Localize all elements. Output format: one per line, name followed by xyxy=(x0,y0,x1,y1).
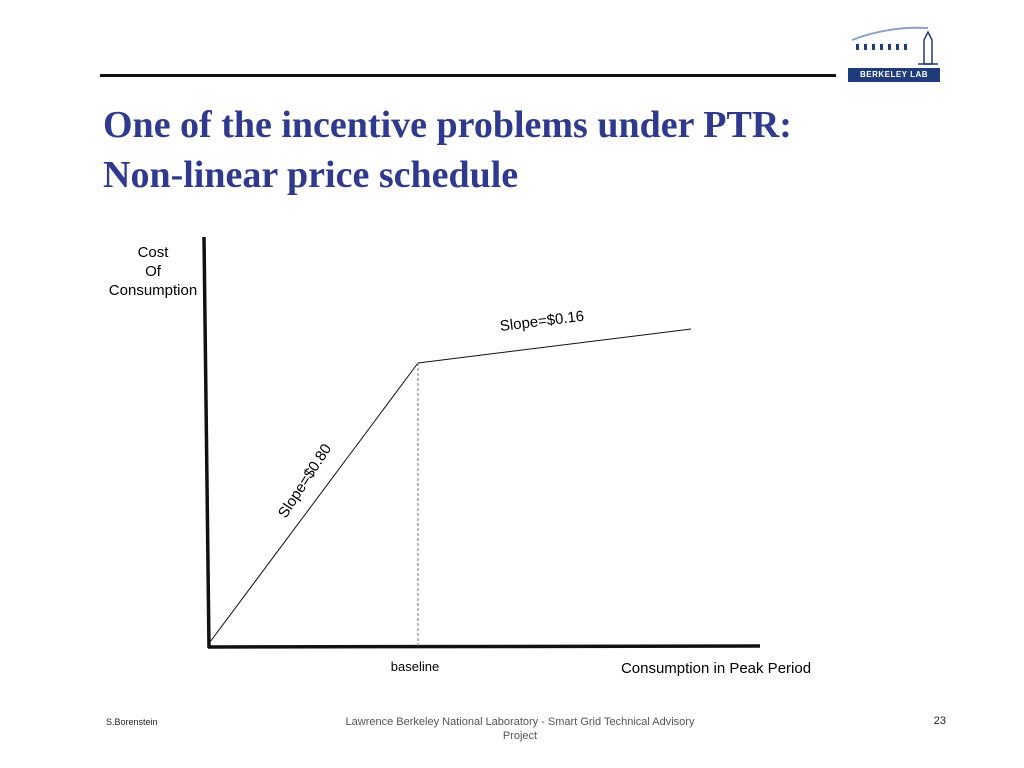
y-axis-label-line: Cost xyxy=(137,244,169,261)
y-axis-label-line: Of xyxy=(145,263,161,280)
flat-segment xyxy=(417,328,692,364)
x-axis-label: Consumption in Peak Period xyxy=(620,660,812,677)
page-number: 23 xyxy=(933,715,946,727)
title-line-1: One of the incentive problems under PTR: xyxy=(103,104,792,146)
header-rule xyxy=(100,74,836,77)
footer-author: S.Borenstein xyxy=(106,717,158,727)
y-axis-label-line: Consumption xyxy=(108,282,198,299)
footer-organization: Lawrence Berkeley National Laboratory - … xyxy=(320,715,720,743)
berkeley-lab-logo-icon xyxy=(851,26,938,65)
footer-line-2: Project xyxy=(502,730,538,742)
footer-line-1: Lawrence Berkeley National Laboratory - … xyxy=(345,716,695,728)
baseline-label: baseline xyxy=(390,659,440,674)
y-axis xyxy=(202,236,211,649)
steep-segment xyxy=(209,362,419,643)
slide-title: One of the incentive problems under PTR:… xyxy=(103,100,923,200)
berkeley-lab-logo: BERKELEY LAB xyxy=(848,18,946,86)
title-line-2: Non-linear price schedule xyxy=(103,154,519,196)
y-axis-label: Cost Of Consumption xyxy=(96,243,210,300)
logo-text: BERKELEY LAB xyxy=(848,68,940,82)
x-axis xyxy=(207,644,761,649)
